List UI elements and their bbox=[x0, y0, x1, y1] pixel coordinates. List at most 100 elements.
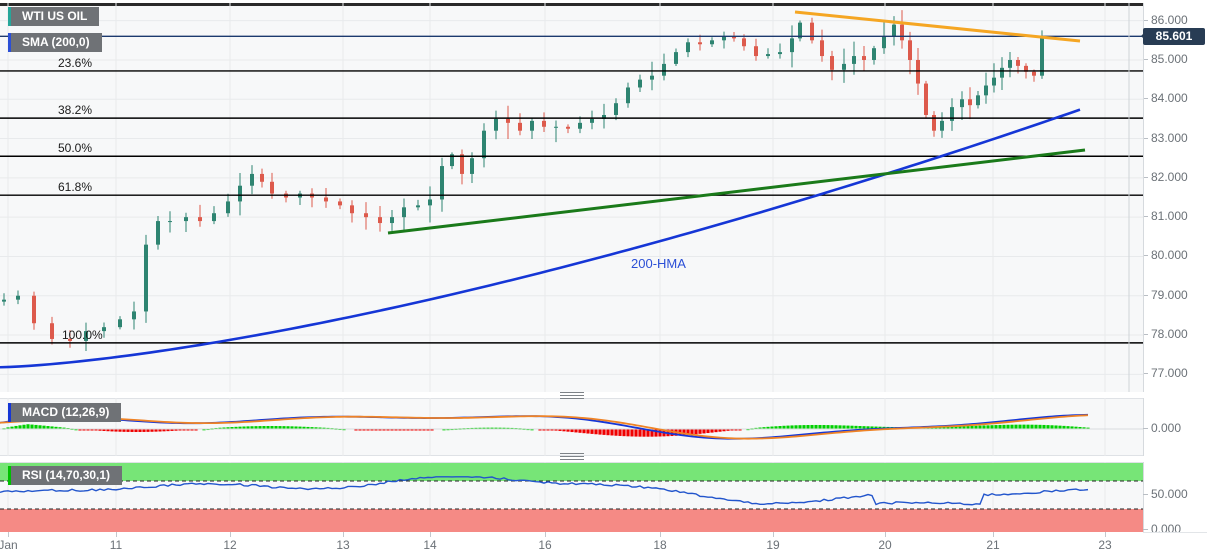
macd-histogram-bar bbox=[690, 429, 694, 435]
candle-body bbox=[908, 40, 912, 60]
time-tick bbox=[660, 532, 661, 537]
macd-histogram-bar bbox=[634, 429, 638, 437]
price-pane[interactable] bbox=[0, 3, 1143, 392]
macd-histogram-bar bbox=[842, 425, 846, 429]
macd-histogram-bar bbox=[322, 427, 326, 430]
candle-body bbox=[722, 36, 726, 41]
candle-body bbox=[900, 24, 904, 41]
sma-legend-label: SMA (200,0) bbox=[22, 35, 90, 49]
candle-body bbox=[842, 63, 846, 70]
candle-body bbox=[494, 118, 498, 131]
macd-histogram-bar bbox=[822, 425, 826, 429]
macd-histogram-bar bbox=[714, 429, 718, 433]
candle-body bbox=[614, 103, 618, 115]
candle-body bbox=[530, 120, 534, 131]
candle-body bbox=[984, 85, 988, 96]
macd-histogram-bar bbox=[950, 426, 954, 429]
macd-histogram-bar bbox=[874, 426, 878, 429]
candle-body bbox=[260, 173, 264, 182]
time-tick-label: 12 bbox=[223, 538, 237, 552]
macd-histogram-bar bbox=[830, 425, 834, 429]
sma-legend[interactable]: SMA (200,0) bbox=[8, 33, 102, 52]
support-trendline bbox=[387, 148, 1086, 235]
macd-histogram-bar bbox=[106, 429, 110, 432]
candle-body bbox=[626, 87, 630, 104]
price-tick-label: 85.000 bbox=[1151, 51, 1188, 66]
macd-histogram-bar bbox=[102, 429, 106, 431]
macd-histogram-bar bbox=[26, 424, 30, 429]
macd-histogram-bar bbox=[1046, 425, 1050, 429]
macd-histogram-bar bbox=[178, 429, 182, 431]
macd-histogram-bar bbox=[122, 429, 126, 432]
macd-histogram-bar bbox=[110, 429, 114, 432]
macd-histogram-bar bbox=[710, 429, 714, 433]
macd-histogram-bar bbox=[562, 429, 566, 432]
time-tick-label: 19 bbox=[766, 538, 780, 552]
macd-histogram-bar bbox=[154, 429, 158, 432]
macd-histogram-bar bbox=[170, 429, 174, 431]
macd-histogram-bar bbox=[18, 425, 22, 429]
candle-body bbox=[84, 331, 88, 341]
time-scale[interactable]: Jan 11 12 13 14 16 18 19 20 21 23 bbox=[0, 532, 1143, 555]
macd-histogram-bar bbox=[758, 427, 762, 429]
rsi-oversold-band bbox=[0, 509, 1143, 532]
macd-histogram-bar bbox=[46, 426, 50, 429]
candle-body bbox=[542, 120, 546, 127]
macd-histogram-bar bbox=[770, 426, 774, 429]
time-tick bbox=[343, 532, 344, 537]
price-tick: 83.000 bbox=[1143, 131, 1207, 145]
macd-histogram-bar bbox=[738, 429, 742, 431]
symbol-legend[interactable]: WTI US OIL bbox=[8, 7, 100, 26]
macd-legend-label: MACD (12,26,9) bbox=[22, 405, 110, 419]
time-tick-label: 13 bbox=[336, 538, 350, 552]
macd-histogram-bar bbox=[386, 429, 390, 431]
legend-accent-bar bbox=[8, 33, 11, 52]
macd-legend[interactable]: MACD (12,26,9) bbox=[8, 403, 122, 422]
macd-histogram-bar bbox=[374, 429, 378, 431]
macd-histogram-bar bbox=[766, 426, 770, 429]
macd-histogram-bar bbox=[166, 429, 170, 432]
macd-histogram-bar bbox=[38, 425, 42, 429]
macd-histogram-bar bbox=[246, 426, 250, 429]
macd-histogram-bar bbox=[594, 429, 598, 435]
macd-histogram-bar bbox=[306, 426, 310, 429]
macd-histogram-bar bbox=[598, 429, 602, 435]
resistance-trendline bbox=[794, 10, 1081, 43]
candle-body bbox=[50, 323, 54, 339]
pane-resize-handle-macd[interactable] bbox=[560, 392, 584, 399]
macd-histogram-bar bbox=[442, 428, 446, 431]
macd-histogram-bar bbox=[1026, 424, 1030, 429]
macd-histogram-bar bbox=[238, 426, 242, 429]
scale-separator bbox=[1143, 3, 1144, 392]
price-scale[interactable]: 86.000 85.000 84.000 83.000 82.000 81.000 80.0… bbox=[1143, 0, 1207, 536]
macd-histogram-bar bbox=[854, 425, 858, 429]
candle-body bbox=[32, 295, 36, 324]
macd-tick: 0.000 bbox=[1143, 421, 1207, 435]
candle-body bbox=[2, 299, 6, 302]
macd-histogram-bar bbox=[422, 429, 426, 431]
macd-histogram-bar bbox=[414, 429, 418, 431]
chart-plot-area[interactable]: 23.6% 38.2% 50.0% 61.8% 100.0% bbox=[0, 0, 1143, 555]
macd-histogram-bar bbox=[870, 426, 874, 429]
macd-histogram-bar bbox=[502, 427, 506, 430]
macd-histogram-bar bbox=[482, 427, 486, 430]
rsi-legend[interactable]: RSI (14,70,30,1) bbox=[8, 466, 123, 485]
macd-histogram-bar bbox=[34, 424, 38, 429]
macd-histogram-bar bbox=[542, 429, 546, 431]
candle-body bbox=[440, 166, 444, 200]
scale-separator bbox=[1143, 398, 1144, 456]
macd-histogram-bar bbox=[1058, 425, 1062, 429]
macd-histogram-bar bbox=[1078, 426, 1082, 429]
price-tick: 84.000 bbox=[1143, 91, 1207, 105]
macd-signal-line bbox=[0, 414, 1089, 440]
candle-body bbox=[198, 217, 202, 222]
macd-histogram-bar bbox=[186, 429, 190, 431]
candle-body bbox=[402, 207, 406, 218]
macd-histogram-bar bbox=[1014, 424, 1018, 429]
time-tick-label: Jan bbox=[0, 538, 18, 552]
macd-histogram-bar bbox=[530, 428, 534, 431]
macd-histogram-bar bbox=[1022, 424, 1026, 429]
pane-resize-handle-rsi[interactable] bbox=[560, 453, 584, 460]
price-tick-label: 78.000 bbox=[1151, 327, 1188, 342]
